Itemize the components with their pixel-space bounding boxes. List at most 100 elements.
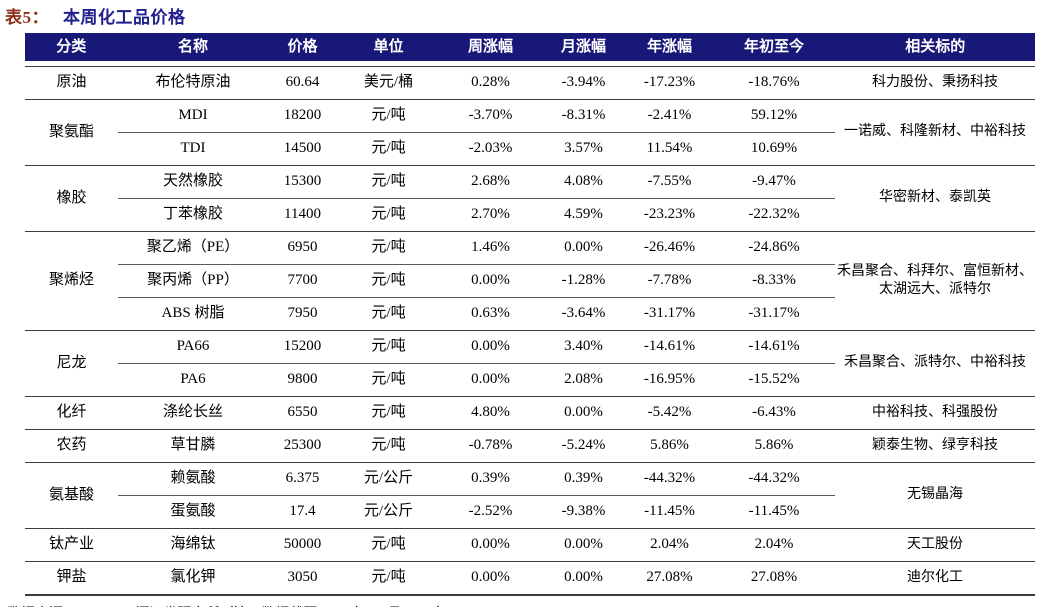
category-cell: 原油 <box>25 66 118 100</box>
year-change-cell: 2.04% <box>626 528 713 562</box>
price-cell: 14500 <box>268 132 337 166</box>
col-header-category: 分类 <box>25 33 118 67</box>
unit-cell: 元/吨 <box>337 132 440 166</box>
ytd-change-cell: -15.52% <box>713 363 835 397</box>
week-change-cell: 2.68% <box>440 165 541 199</box>
ytd-change-cell: -11.45% <box>713 495 835 529</box>
name-cell: 布伦特原油 <box>118 66 268 100</box>
unit-cell: 元/吨 <box>337 165 440 199</box>
ytd-change-cell: -8.33% <box>713 264 835 298</box>
name-cell: 聚丙烯（PP） <box>118 264 268 298</box>
table-row: 蛋氨酸 17.4 元/公斤 -2.52% -9.38% -11.45% -11.… <box>25 495 1035 529</box>
table-row: 丁苯橡胶 11400 元/吨 2.70% 4.59% -23.23% -22.3… <box>25 198 1035 232</box>
name-cell: 丁苯橡胶 <box>118 198 268 232</box>
week-change-cell: 0.00% <box>440 363 541 397</box>
price-cell: 60.64 <box>268 66 337 100</box>
category-cell: 聚烯烃 <box>25 231 118 331</box>
unit-cell: 元/吨 <box>337 528 440 562</box>
ytd-change-cell: -18.76% <box>713 66 835 100</box>
name-cell: 草甘膦 <box>118 429 268 463</box>
month-change-cell: -3.94% <box>541 66 626 100</box>
table-row: 钛产业 海绵钛 50000 元/吨 0.00% 0.00% 2.04% 2.04… <box>25 528 1035 562</box>
ytd-change-cell: -14.61% <box>713 330 835 364</box>
table-number-label: 表5： <box>5 8 49 27</box>
ytd-change-cell: 10.69% <box>713 132 835 166</box>
price-cell: 18200 <box>268 99 337 133</box>
price-cell: 6550 <box>268 396 337 430</box>
unit-cell: 元/公斤 <box>337 462 440 496</box>
category-cell: 氨基酸 <box>25 462 118 529</box>
related-stocks-cell: 禾昌聚合、科拜尔、富恒新材、太湖远大、派特尔 <box>835 231 1035 331</box>
name-cell: 涤纶长丝 <box>118 396 268 430</box>
month-change-cell: -8.31% <box>541 99 626 133</box>
year-change-cell: 11.54% <box>626 132 713 166</box>
unit-cell: 美元/桶 <box>337 66 440 100</box>
month-change-cell: -5.24% <box>541 429 626 463</box>
data-source-note: 数据来源：Wind、开源证券研究所（注：数据截至 2025 年 12 月 26 … <box>7 603 1061 607</box>
table-title-text: 本周化工品价格 <box>63 8 186 27</box>
week-change-cell: 2.70% <box>440 198 541 232</box>
month-change-cell: 0.00% <box>541 231 626 265</box>
col-header-price: 价格 <box>268 33 337 67</box>
month-change-cell: 3.40% <box>541 330 626 364</box>
col-header-related-stocks: 相关标的 <box>835 33 1035 67</box>
price-cell: 15300 <box>268 165 337 199</box>
table-row: 聚烯烃 聚乙烯（PE） 6950 元/吨 1.46% 0.00% -26.46%… <box>25 231 1035 331</box>
table-row: TDI 14500 元/吨 -2.03% 3.57% 11.54% 10.69% <box>25 132 1035 166</box>
year-change-cell: -26.46% <box>626 231 713 265</box>
price-cell: 7950 <box>268 297 337 331</box>
price-cell: 7700 <box>268 264 337 298</box>
related-stocks-cell: 华密新材、泰凯英 <box>835 165 1035 232</box>
ytd-change-cell: -44.32% <box>713 462 835 496</box>
name-cell: 海绵钛 <box>118 528 268 562</box>
price-cell: 3050 <box>268 561 337 596</box>
ytd-change-cell: 2.04% <box>713 528 835 562</box>
month-change-cell: 0.00% <box>541 396 626 430</box>
month-change-cell: -1.28% <box>541 264 626 298</box>
ytd-change-cell: -22.32% <box>713 198 835 232</box>
week-change-cell: 0.00% <box>440 561 541 596</box>
col-header-month-change: 月涨幅 <box>541 33 626 67</box>
month-change-cell: -3.64% <box>541 297 626 331</box>
month-change-cell: 2.08% <box>541 363 626 397</box>
year-change-cell: -11.45% <box>626 495 713 529</box>
unit-cell: 元/吨 <box>337 363 440 397</box>
name-cell: TDI <box>118 132 268 166</box>
month-change-cell: 0.39% <box>541 462 626 496</box>
col-header-unit: 单位 <box>337 33 440 67</box>
unit-cell: 元/吨 <box>337 264 440 298</box>
table-row: 聚丙烯（PP） 7700 元/吨 0.00% -1.28% -7.78% -8.… <box>25 264 1035 298</box>
year-change-cell: -14.61% <box>626 330 713 364</box>
year-change-cell: -7.78% <box>626 264 713 298</box>
category-cell: 农药 <box>25 429 118 463</box>
unit-cell: 元/吨 <box>337 99 440 133</box>
unit-cell: 元/吨 <box>337 396 440 430</box>
week-change-cell: 0.28% <box>440 66 541 100</box>
col-header-year-change: 年涨幅 <box>626 33 713 67</box>
ytd-change-cell: -24.86% <box>713 231 835 265</box>
ytd-change-cell: -6.43% <box>713 396 835 430</box>
year-change-cell: -7.55% <box>626 165 713 199</box>
ytd-change-cell: 5.86% <box>713 429 835 463</box>
year-change-cell: -16.95% <box>626 363 713 397</box>
table-row: 化纤 涤纶长丝 6550 元/吨 4.80% 0.00% -5.42% -6.4… <box>25 396 1035 430</box>
ytd-change-cell: 27.08% <box>713 561 835 596</box>
week-change-cell: 0.00% <box>440 330 541 364</box>
table-row: 钾盐 氯化钾 3050 元/吨 0.00% 0.00% 27.08% 27.08… <box>25 561 1035 596</box>
year-change-cell: -17.23% <box>626 66 713 100</box>
week-change-cell: -2.52% <box>440 495 541 529</box>
ytd-change-cell: -9.47% <box>713 165 835 199</box>
name-cell: ABS 树脂 <box>118 297 268 331</box>
category-cell: 橡胶 <box>25 165 118 232</box>
month-change-cell: 3.57% <box>541 132 626 166</box>
price-cell: 50000 <box>268 528 337 562</box>
table-row: 尼龙 PA66 15200 元/吨 0.00% 3.40% -14.61% -1… <box>25 330 1035 397</box>
related-stocks-cell: 颖泰生物、绿亨科技 <box>835 429 1035 463</box>
price-cell: 9800 <box>268 363 337 397</box>
year-change-cell: 27.08% <box>626 561 713 596</box>
unit-cell: 元/吨 <box>337 231 440 265</box>
category-cell: 钛产业 <box>25 528 118 562</box>
col-header-ytd-change: 年初至今 <box>713 33 835 67</box>
year-change-cell: -31.17% <box>626 297 713 331</box>
